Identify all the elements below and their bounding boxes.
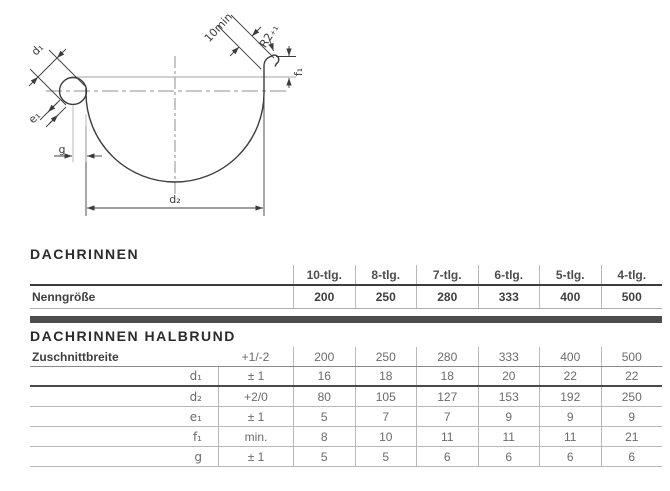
table-cell: 200	[293, 286, 355, 308]
parameter-label: d₁	[189, 369, 202, 383]
table-cell: 333	[477, 347, 540, 366]
parameter-row-g: g ± 1 5 5 6 6 6 6	[30, 447, 662, 467]
table-cell: 250	[354, 347, 417, 366]
gutter-profile	[58, 54, 280, 183]
table-cell: 20	[477, 367, 540, 385]
empty-header-cell	[30, 265, 293, 284]
table-cell: 500	[600, 347, 663, 366]
label-10min: 10min	[202, 10, 235, 44]
table-cell: 5	[354, 447, 417, 466]
zuschnittbreite-row: Zuschnittbreite +1/-2 200 250 280 333 40…	[30, 347, 662, 367]
label-e1: e₁	[26, 109, 43, 126]
col-header: 10-tlg.	[293, 265, 355, 284]
table-cell: 22	[539, 367, 601, 385]
table-cell: 22	[600, 367, 663, 385]
table-cell: 9	[600, 407, 663, 426]
label-d2: d₂	[169, 193, 180, 206]
tolerance-cell: ± 1	[218, 367, 293, 385]
col-header: 7-tlg.	[416, 265, 478, 284]
table-cell: 11	[477, 427, 540, 446]
col-header: 8-tlg.	[354, 265, 417, 284]
table-cell: 7	[416, 407, 478, 426]
table-cell: 400	[539, 286, 601, 308]
tolerance-cell: +1/-2	[241, 349, 270, 364]
tolerance-cell: ± 1	[218, 447, 293, 466]
table-cell: 80	[293, 387, 355, 406]
table-cell: 153	[477, 387, 540, 406]
section-divider-bar	[30, 316, 662, 323]
parameter-label: f₁	[192, 429, 202, 444]
table-cell: 280	[416, 347, 478, 366]
table-cell: 21	[600, 427, 663, 446]
nenngroesse-row: Nenngröße 200 250 280 333 400 500	[30, 286, 662, 309]
table-cell: 192	[539, 387, 601, 406]
table-cell: 6	[539, 447, 601, 466]
parameter-label: e₁	[189, 409, 202, 424]
gutter-cross-section-diagram: d₁ e₁ 10min R2₊₁ f₁ g d₂	[26, 10, 305, 216]
table-cell: 18	[354, 367, 417, 385]
table-cell: 333	[477, 286, 540, 308]
table-cell: 6	[600, 447, 663, 466]
label-f1: f₁	[292, 68, 305, 76]
tolerance-cell: ± 1	[218, 407, 293, 426]
table-cell: 200	[293, 347, 355, 366]
tolerance-cell: +2/0	[218, 387, 293, 406]
parameter-row-e1: e₁ ± 1 5 7 7 9 9 9	[30, 407, 662, 427]
table-cell: 9	[477, 407, 540, 426]
table-cell: 10	[354, 427, 417, 446]
g-extension-lines	[72, 106, 87, 162]
label-r2: R2₊₁	[257, 22, 281, 50]
table-cell: 5	[293, 407, 355, 426]
table-cell: 250	[354, 286, 417, 308]
parameter-label: d₂	[189, 389, 202, 404]
row-label: Zuschnittbreite	[32, 349, 119, 364]
row-label: Nenngröße	[32, 290, 96, 304]
table-cell: 250	[600, 387, 663, 406]
section-title-dachrinnen: DACHRINNEN	[30, 246, 140, 262]
parameter-row-d1: d₁ ± 1 16 18 18 20 22 22	[30, 367, 662, 387]
table-cell: 8	[293, 427, 355, 446]
table-cell: 280	[416, 286, 478, 308]
parameter-row-d2: d₂ +2/0 80 105 127 153 192 250	[30, 387, 662, 407]
table-cell: 7	[354, 407, 417, 426]
table-cell: 6	[477, 447, 540, 466]
dimension-lines	[28, 14, 296, 216]
table-cell: 11	[539, 427, 601, 446]
parameter-row-f1: f₁ min. 8 10 11 11 11 21	[30, 427, 662, 447]
size-header-row: 10-tlg. 8-tlg. 7-tlg. 6-tlg. 5-tlg. 4-tl…	[30, 265, 662, 286]
label-g: g	[59, 143, 66, 156]
section-title-halbrund: DACHRINNEN HALBRUND	[30, 328, 236, 344]
table-cell: 11	[416, 427, 478, 446]
col-header: 5-tlg.	[539, 265, 601, 284]
tolerance-cell: min.	[218, 427, 293, 446]
table-cell: 9	[539, 407, 601, 426]
specification-tables: DACHRINNEN 10-tlg. 8-tlg. 7-tlg. 6-tlg. …	[30, 246, 662, 467]
table-cell: 18	[416, 367, 478, 385]
col-header: 4-tlg.	[600, 265, 663, 284]
table-cell: 500	[600, 286, 663, 308]
table-cell: 127	[416, 387, 478, 406]
table-cell: 6	[416, 447, 478, 466]
col-header: 6-tlg.	[477, 265, 540, 284]
table-cell: 105	[354, 387, 417, 406]
table-cell: 400	[539, 347, 601, 366]
parameter-label: g	[194, 449, 202, 464]
table-cell: 16	[293, 367, 355, 385]
label-d1: d₁	[29, 41, 46, 58]
table-cell: 5	[293, 447, 355, 466]
